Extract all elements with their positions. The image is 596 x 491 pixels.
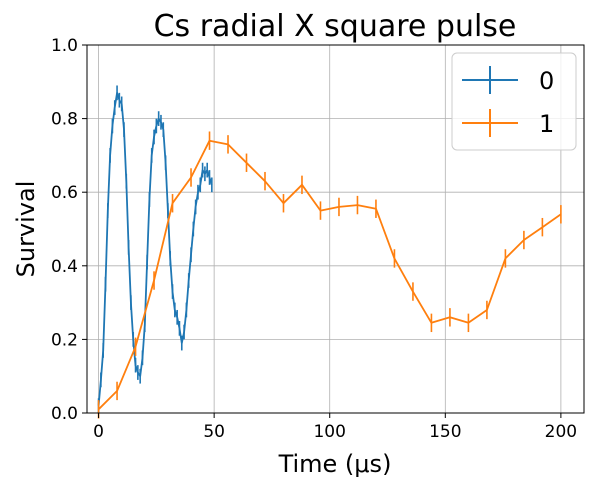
chart-title: Cs radial X square pulse (154, 9, 517, 44)
y-tick-label: 0.6 (51, 183, 78, 203)
legend: 0 1 (452, 53, 576, 150)
legend-label-0: 0 (539, 67, 554, 95)
y-tick-label: 1.0 (51, 36, 78, 56)
y-tick-label: 0.8 (51, 110, 78, 130)
series-0 (99, 85, 212, 413)
legend-box (452, 53, 576, 150)
x-tick-label: 0 (93, 422, 104, 442)
x-tick-label: 200 (545, 422, 577, 442)
y-tick-label: 0.4 (51, 257, 78, 277)
x-tick-label: 150 (429, 422, 461, 442)
x-tick-label: 100 (313, 422, 345, 442)
y-tick-label: 0.0 (51, 404, 78, 424)
legend-label-1: 1 (539, 110, 554, 138)
y-tick-label: 0.2 (51, 330, 78, 350)
x-axis-label: Time (μs) (278, 450, 392, 478)
x-tick-label: 50 (203, 422, 225, 442)
series-line-0 (99, 93, 212, 406)
y-axis-label: Survival (12, 181, 40, 278)
